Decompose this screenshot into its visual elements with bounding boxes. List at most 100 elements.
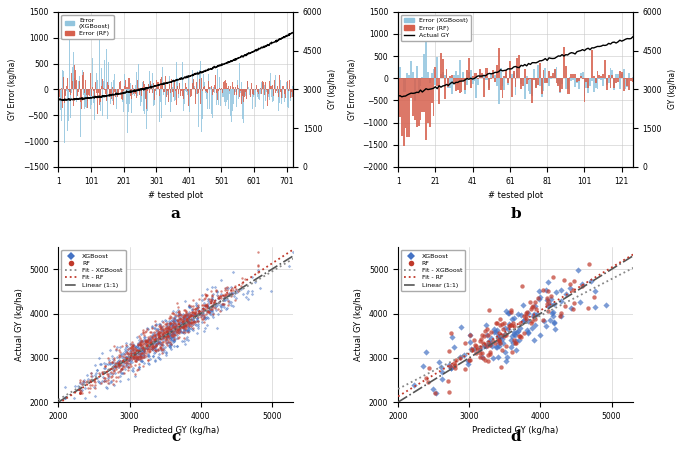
Point xyxy=(156,345,167,352)
Point xyxy=(493,339,504,347)
Bar xyxy=(519,55,520,78)
Point xyxy=(518,301,529,308)
Point xyxy=(74,384,85,391)
Point xyxy=(208,301,219,308)
Point xyxy=(565,280,576,287)
Point xyxy=(455,323,466,331)
Point xyxy=(164,320,175,328)
Point xyxy=(199,315,210,323)
Point xyxy=(543,278,553,285)
Point xyxy=(180,317,191,324)
Point xyxy=(114,361,125,369)
Point xyxy=(499,348,510,356)
Point xyxy=(123,356,134,363)
Point xyxy=(134,340,145,347)
Point xyxy=(203,306,214,313)
Point xyxy=(160,351,171,358)
Point xyxy=(114,361,125,368)
Point xyxy=(101,383,112,390)
Point xyxy=(155,322,166,329)
Point xyxy=(206,292,217,299)
Point xyxy=(444,348,455,355)
Point xyxy=(183,325,194,332)
Point xyxy=(164,328,175,335)
Point xyxy=(158,346,169,353)
Point xyxy=(174,324,185,331)
Point xyxy=(231,289,242,296)
Point xyxy=(138,347,149,355)
Point xyxy=(69,383,80,390)
Point xyxy=(521,312,532,319)
Point xyxy=(155,334,166,342)
Point xyxy=(227,290,238,297)
Point xyxy=(121,353,132,360)
Point xyxy=(147,339,158,347)
Point xyxy=(503,325,514,332)
Bar xyxy=(514,78,516,87)
Bar xyxy=(595,78,597,82)
Point xyxy=(149,347,160,354)
Point xyxy=(500,358,511,365)
Point xyxy=(145,347,155,354)
Point xyxy=(484,337,495,345)
Point xyxy=(132,346,143,353)
Point xyxy=(219,291,230,298)
Bar xyxy=(459,60,460,78)
Point xyxy=(162,323,173,331)
Point xyxy=(444,362,455,370)
Point xyxy=(148,329,159,336)
Bar xyxy=(490,78,493,79)
Point xyxy=(134,347,145,355)
Point xyxy=(167,328,178,336)
Point xyxy=(182,312,193,319)
Point xyxy=(188,311,199,318)
Point xyxy=(172,342,183,349)
Bar xyxy=(453,75,455,78)
Point xyxy=(166,317,177,324)
Point xyxy=(183,318,194,326)
Point xyxy=(222,295,233,302)
Bar xyxy=(486,67,488,78)
Point xyxy=(443,377,453,385)
Bar xyxy=(558,78,559,84)
Bar xyxy=(470,78,472,88)
Point xyxy=(123,364,134,371)
Point xyxy=(126,345,137,352)
Point xyxy=(123,352,134,359)
Point xyxy=(112,360,123,367)
X-axis label: # tested plot: # tested plot xyxy=(488,191,543,200)
Point xyxy=(87,373,98,380)
Point xyxy=(119,350,129,357)
Point xyxy=(97,368,108,376)
Point xyxy=(242,289,253,296)
Bar xyxy=(427,78,429,123)
Point xyxy=(199,302,210,309)
Point xyxy=(121,348,132,356)
Point xyxy=(149,335,160,342)
Point xyxy=(147,324,158,331)
Bar xyxy=(449,78,451,87)
Point xyxy=(179,311,190,318)
Point xyxy=(217,301,228,308)
Point xyxy=(207,283,218,290)
Point xyxy=(179,316,190,323)
Bar xyxy=(496,65,498,78)
Point xyxy=(108,364,119,371)
Point xyxy=(128,343,139,351)
Point xyxy=(190,317,201,324)
Point xyxy=(135,344,146,352)
Bar xyxy=(431,73,432,78)
Bar xyxy=(446,70,447,78)
Bar xyxy=(462,72,464,78)
Text: d: d xyxy=(510,430,521,444)
Point xyxy=(176,321,187,328)
Point xyxy=(110,366,121,373)
Point xyxy=(590,304,601,311)
Point xyxy=(205,310,216,318)
Point xyxy=(165,327,176,334)
Point xyxy=(160,327,171,334)
Point xyxy=(181,321,192,328)
Point xyxy=(145,342,155,350)
Point xyxy=(142,344,153,352)
Point xyxy=(112,363,123,370)
